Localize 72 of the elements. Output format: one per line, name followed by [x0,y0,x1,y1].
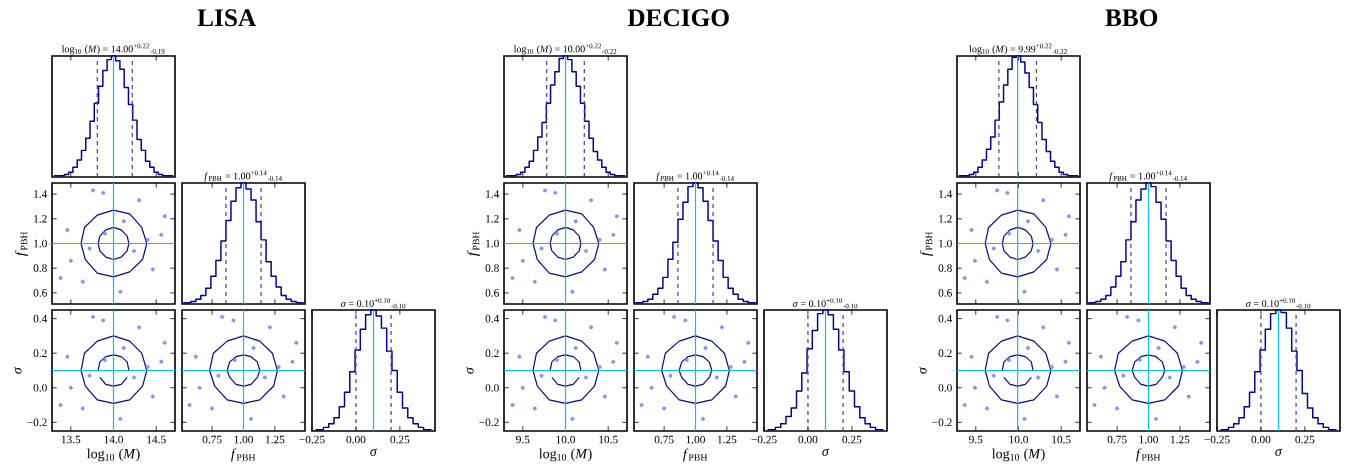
x-tick-label: 1.25 [1170,435,1190,444]
x-tick-label: 1.00 [1139,435,1158,444]
x-tick-label: 1.00 [234,435,253,444]
x-tick-label: 0.00 [798,435,818,444]
y-tick-label: 0.0 [938,383,952,392]
y-axis-title: σ [919,366,927,374]
x-tick-label: 1.25 [717,435,737,444]
y-tick-label: 1.2 [939,214,952,223]
y-tick-label: 0.6 [938,289,952,297]
y-axis-title: σ [466,366,474,374]
y-tick-label: 0.6 [33,289,47,297]
x-tick-label: −0.25 [751,435,777,444]
x-tick-label: 10.0 [556,435,575,444]
y-tick-label: −0.2 [27,418,47,427]
x-tick-label: 0.75 [1107,435,1127,444]
x-tick-label: 0.25 [390,435,410,444]
y-axis-title: f$_{PBH}$ [467,231,480,256]
x-axis-title: f$_{PBH}$ [1136,448,1161,462]
y-tick-label: 0.8 [485,264,499,273]
y-tick-label: 1.0 [486,239,499,248]
y-tick-label: 1.2 [486,214,499,223]
y-tick-label: −0.2 [479,418,499,427]
x-axis-title: f$_{PBH}$ [683,448,708,462]
y-tick-label: 1.0 [939,239,952,248]
x-tick-label: 14.5 [147,435,166,444]
y-tick-label: 1.4 [939,190,953,198]
x-axis-title: σ [1275,448,1283,456]
text: BBO [1105,9,1158,27]
y-tick-label: 0.8 [938,264,952,273]
y-tick-label: 0.2 [938,349,952,358]
y-tick-label: 0.2 [485,349,499,358]
x-tick-label: 1.00 [686,435,705,444]
x-tick-label: 14.0 [104,435,123,444]
x-tick-label: 1.25 [265,435,285,444]
x-axis-title: log$_{10}$ (M) [992,448,1045,462]
x-tick-label: 0.25 [1295,435,1315,444]
y-tick-label: 1.4 [34,190,48,198]
y-tick-label: 0.4 [485,314,500,323]
x-axis-title: log$_{10}$ (M) [539,448,592,462]
x-axis-title: σ [822,448,830,456]
text: LISA [197,9,257,27]
y-axis-title: f$_{PBH}$ [920,231,933,256]
y-axis-title: f$_{PBH}$ [15,231,28,256]
y-tick-label: 0.6 [485,289,499,297]
y-tick-label: 0.2 [33,349,47,358]
y-tick-label: 0.0 [33,383,47,392]
y-tick-label: 1.4 [486,190,500,198]
y-tick-label: 1.0 [34,239,47,248]
x-tick-label: 10.0 [1009,435,1028,444]
x-axis-title: f$_{PBH}$ [231,448,256,462]
x-tick-label: 0.00 [1251,435,1271,444]
y-axis-title: σ [14,366,22,374]
y-tick-label: −0.2 [932,418,952,427]
x-tick-label: 10.5 [599,435,618,444]
x-tick-label: 0.75 [202,435,222,444]
text: DECIGO [627,9,729,27]
x-tick-label: 9.5 [969,435,983,444]
x-tick-label: 0.75 [654,435,674,444]
y-tick-label: 0.4 [33,314,48,323]
x-tick-label: 9.5 [516,435,530,444]
y-tick-label: 0.4 [938,314,953,323]
y-tick-label: 1.2 [34,214,47,223]
x-tick-label: 0.00 [346,435,366,444]
y-tick-label: 0.0 [485,383,499,392]
x-tick-label: 0.25 [842,435,862,444]
x-tick-label: −0.25 [1204,435,1230,444]
x-tick-label: 10.5 [1052,435,1071,444]
y-tick-label: 0.8 [33,264,47,273]
x-axis-title: log$_{10}$ (M) [87,448,140,462]
x-axis-title: σ [370,448,378,456]
x-tick-label: 13.5 [61,435,81,444]
x-tick-label: −0.25 [299,435,325,444]
